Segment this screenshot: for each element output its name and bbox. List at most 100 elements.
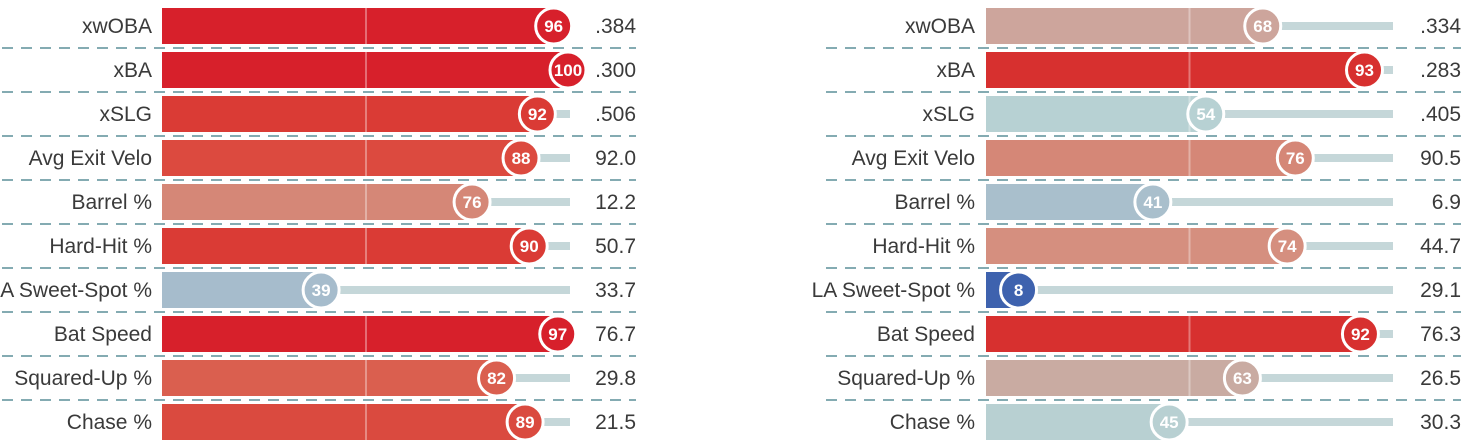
percentile-label: 82	[487, 369, 506, 388]
percentile-label: 76	[1286, 149, 1305, 168]
percentile-badge	[1186, 94, 1226, 134]
stat-value: 6.9	[1432, 191, 1461, 214]
percentile-bar	[162, 272, 322, 308]
percentile-label: 45	[1160, 413, 1179, 432]
percentile-bar	[986, 228, 1288, 264]
percentile-badge	[509, 226, 549, 266]
percentile-badge	[452, 182, 492, 222]
percentile-label: 68	[1253, 17, 1272, 36]
percentile-label: 54	[1196, 105, 1215, 124]
category-label: xwOBA	[905, 15, 975, 38]
percentile-badge	[1340, 314, 1380, 354]
percentile-label: 76	[463, 193, 482, 212]
stat-value: .300	[595, 59, 636, 82]
percentile-badge	[1267, 226, 1307, 266]
percentile-label: 93	[1355, 61, 1374, 80]
chart-panel-1: 96 xwOBA .384 100 xBA .300 92 xSLG .506 88 Avg Exi…	[0, 6, 636, 442]
category-label: Avg Exit Velo	[852, 147, 975, 170]
category-label: Barrel %	[894, 191, 975, 214]
category-label: Bat Speed	[54, 323, 152, 346]
percentile-badge	[548, 50, 588, 90]
stat-value: 90.5	[1420, 147, 1461, 170]
percentile-badge	[1133, 182, 1173, 222]
stat-value: 50.7	[595, 235, 636, 258]
stat-value: .384	[595, 15, 636, 38]
percentile-badge	[1243, 6, 1283, 46]
percentile-bar	[162, 52, 570, 88]
category-label: Chase %	[890, 411, 975, 434]
category-label: Barrel %	[71, 191, 152, 214]
chart-panel-2: 68 xwOBA .334 93 xBA .283 54 xSLG .405 76 Avg Exit…	[812, 6, 1461, 442]
percentile-badge	[534, 6, 574, 46]
percentile-label: 96	[544, 17, 563, 36]
percentile-badge	[501, 138, 541, 178]
percentile-bar	[162, 184, 473, 220]
percentile-bar	[986, 316, 1361, 352]
percentile-bar	[986, 184, 1153, 220]
percentile-label: 97	[548, 325, 567, 344]
category-label: xSLG	[99, 103, 152, 126]
bar-track	[986, 286, 1393, 294]
bar-track	[986, 198, 1393, 206]
stat-value: 21.5	[595, 411, 636, 434]
percentile-label: 90	[520, 237, 539, 256]
percentile-badge	[1149, 402, 1189, 442]
category-label: Chase %	[67, 411, 152, 434]
percentile-bar	[162, 140, 522, 176]
percentile-bar	[986, 360, 1243, 396]
bar-track	[162, 286, 570, 294]
stat-value: .405	[1420, 103, 1461, 126]
percentile-badge	[301, 270, 341, 310]
percentile-badge	[477, 358, 517, 398]
stat-value: .506	[595, 103, 636, 126]
category-label: xwOBA	[82, 15, 152, 38]
category-label: Bat Speed	[877, 323, 975, 346]
stat-value: 76.7	[595, 323, 636, 346]
percentile-badge	[538, 314, 578, 354]
category-label: LA Sweet-Spot %	[812, 279, 975, 302]
percentile-label: 63	[1233, 369, 1252, 388]
stat-value: 12.2	[595, 191, 636, 214]
percentile-label: 41	[1143, 193, 1162, 212]
percentile-badge	[1222, 358, 1262, 398]
category-label: Squared-Up %	[837, 367, 975, 390]
percentile-label: 92	[1351, 325, 1370, 344]
percentile-bar	[162, 360, 497, 396]
percentile-label: 92	[528, 105, 547, 124]
percentile-badge	[1275, 138, 1315, 178]
category-label: Squared-Up %	[14, 367, 152, 390]
percentile-bar	[162, 316, 558, 352]
percentile-bar	[162, 96, 538, 132]
percentile-label: 8	[1014, 281, 1023, 300]
stat-value: 30.3	[1420, 411, 1461, 434]
stat-value: 92.0	[595, 147, 636, 170]
category-label: Avg Exit Velo	[29, 147, 152, 170]
category-label: LA Sweet-Spot %	[0, 279, 152, 302]
stat-value: .334	[1420, 15, 1461, 38]
percentile-bar	[162, 404, 526, 440]
category-label: Hard-Hit %	[49, 235, 152, 258]
stat-value: 29.8	[595, 367, 636, 390]
percentile-label: 100	[554, 61, 582, 80]
percentile-bar	[986, 96, 1206, 132]
percentile-bar	[162, 228, 530, 264]
stat-value: .283	[1420, 59, 1461, 82]
percentile-badge	[517, 94, 557, 134]
category-label: xBA	[936, 59, 975, 82]
category-label: xSLG	[922, 103, 975, 126]
stat-value: 76.3	[1420, 323, 1461, 346]
stat-value: 33.7	[595, 279, 636, 302]
percentile-label: 39	[312, 281, 331, 300]
percentile-bar	[162, 8, 554, 44]
percentile-badge	[999, 270, 1039, 310]
percentile-label: 74	[1278, 237, 1297, 256]
category-label: xBA	[113, 59, 152, 82]
category-label: Hard-Hit %	[872, 235, 975, 258]
percentile-bar	[986, 140, 1296, 176]
percentile-bar	[986, 8, 1263, 44]
bar-track	[986, 418, 1393, 426]
percentile-bar	[986, 404, 1170, 440]
percentile-label: 88	[512, 149, 531, 168]
